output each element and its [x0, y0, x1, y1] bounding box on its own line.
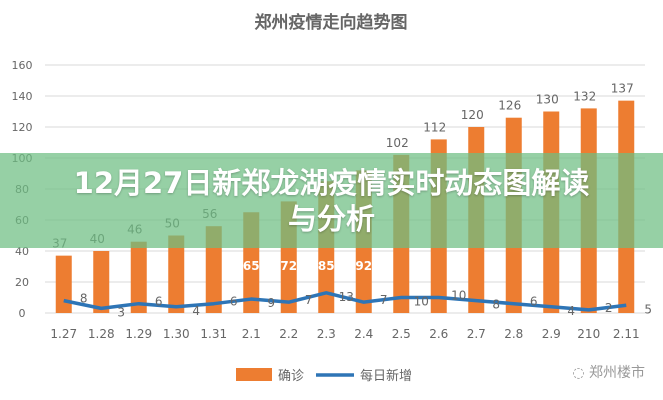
x-tick-label: 1.31 — [200, 327, 227, 341]
bar — [130, 241, 147, 313]
x-tick-label: 1.30 — [163, 327, 190, 341]
x-tick-label: 2.2 — [279, 327, 298, 341]
x-tick-label: 2.9 — [542, 327, 561, 341]
bar-label: 72 — [280, 259, 297, 273]
bar-label: 65 — [243, 259, 260, 273]
watermark: ◌ 郑州楼市 — [572, 365, 645, 381]
line-label: 10 — [414, 295, 429, 309]
bar — [168, 235, 185, 313]
bar — [55, 255, 72, 313]
x-tick-label: 2.8 — [504, 327, 523, 341]
x-tick-label: 2.3 — [317, 327, 336, 341]
line-label: 8 — [80, 292, 88, 306]
bar-label: 112 — [423, 120, 446, 134]
bar-label: 92 — [355, 259, 372, 273]
title-banner: 12月27日新郑龙湖疫情实时动态图解读与分析 — [0, 153, 663, 248]
line-label: 10 — [451, 289, 466, 303]
x-tick-label: 2.5 — [392, 327, 411, 341]
legend-bar-swatch — [236, 368, 272, 381]
y-tick-label: 20 — [15, 276, 29, 289]
line-label: 3 — [117, 305, 125, 319]
line-label: 4 — [567, 304, 575, 318]
x-tick-label: 2.7 — [467, 327, 486, 341]
bar-label: 85 — [318, 259, 335, 273]
line-label: 7 — [305, 293, 313, 307]
legend-bar-label: 确诊 — [278, 369, 304, 384]
y-tick-label: 0 — [19, 307, 26, 320]
line-label: 4 — [192, 304, 200, 318]
x-tick-label: 2.4 — [354, 327, 373, 341]
bar-label: 137 — [611, 82, 634, 96]
bar-label: 102 — [386, 136, 409, 150]
x-tick-label: 210 — [577, 327, 600, 341]
banner-title: 12月27日新郑龙湖疫情实时动态图解读与分析 — [73, 165, 590, 236]
line-label: 9 — [267, 296, 275, 310]
legend-line-label: 每日新增 — [360, 368, 412, 384]
x-tick-label: 1.28 — [88, 327, 115, 341]
line-label: 6 — [155, 295, 163, 309]
x-tick-label: 2.6 — [429, 327, 448, 341]
y-tick-label: 40 — [15, 245, 29, 258]
line-label: 8 — [492, 298, 500, 312]
line-label: 6 — [230, 295, 238, 309]
wechat-icon: ◌ — [572, 365, 589, 381]
bar-label: 120 — [461, 108, 484, 122]
bar-label: 130 — [536, 93, 559, 107]
y-tick-label: 160 — [12, 59, 33, 72]
bar-label: 132 — [573, 89, 596, 103]
x-tick-label: 2.1 — [242, 327, 261, 341]
bar — [93, 251, 110, 313]
x-tick-label: 1.27 — [50, 327, 77, 341]
y-tick-label: 120 — [12, 121, 33, 134]
chart-title: 郑州疫情走向趋势图 — [255, 12, 408, 33]
x-tick-label: 1.29 — [125, 327, 152, 341]
x-tick-label: 2.11 — [613, 327, 640, 341]
line-label: 13 — [339, 290, 354, 304]
line-label: 7 — [380, 293, 388, 307]
line-label: 6 — [530, 295, 538, 309]
bar-label: 126 — [498, 99, 521, 113]
line-label: 5 — [644, 302, 652, 316]
line-label: 2 — [605, 301, 613, 315]
y-tick-label: 140 — [12, 90, 33, 103]
line-series — [63, 291, 627, 312]
